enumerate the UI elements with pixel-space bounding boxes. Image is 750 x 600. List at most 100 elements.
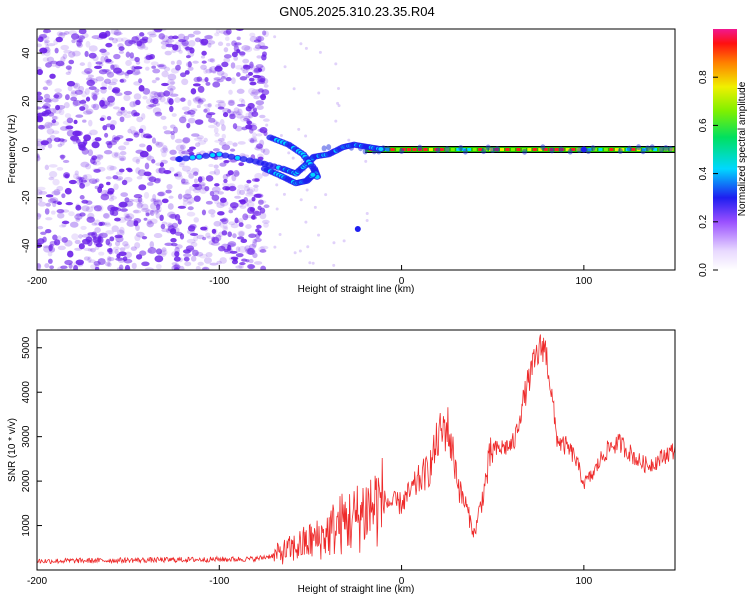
carrier-cell: [472, 148, 477, 151]
spectrogram-noise-cell: [81, 70, 91, 75]
spectrogram-noise-cell: [57, 105, 66, 110]
spectrogram-noise-cell: [174, 214, 181, 221]
carrier-halo-cell: [667, 145, 673, 152]
spectrogram-noise-cell: [347, 138, 351, 142]
spectrogram-noise-cell: [275, 207, 279, 211]
spectrogram-noise-cell: [187, 117, 196, 124]
spectrogram-noise-cell: [141, 113, 146, 120]
spectrogram-noise-cell: [65, 65, 72, 70]
spectrogram-noise-cell: [94, 88, 100, 93]
spectrogram-noise-cell: [135, 254, 143, 260]
spectrogram-noise-cell: [82, 119, 87, 123]
spectrogram-noise-cell: [113, 29, 122, 36]
spectrogram-noise-cell: [102, 222, 107, 226]
spectrogram-noise-cell: [91, 91, 100, 96]
spectrogram-noise-cell: [124, 197, 130, 203]
spectrogram-noise-cell: [153, 29, 163, 33]
spectrogram-noise-cell: [52, 130, 60, 135]
spectrogram-noise-cell: [83, 247, 92, 251]
spectrogram-noise-cell: [68, 51, 76, 58]
spectrogram-noise-cell: [182, 137, 191, 144]
spectrogram-noise-cell: [152, 68, 161, 74]
colorbar-tick-label: 0.8: [698, 70, 709, 84]
signal-track-core: [235, 155, 241, 160]
spectrogram-noise-cell: [110, 119, 117, 126]
spectrogram-noise-cell: [216, 79, 224, 83]
spectrogram-noise-cell: [133, 93, 142, 100]
spectrogram-noise-cell: [149, 202, 157, 210]
spectrogram-noise-cell: [191, 133, 200, 137]
spectrogram-noise-cell: [139, 143, 146, 148]
spectrogram-noise-cell: [161, 150, 167, 158]
spectrogram-noise-cell: [80, 225, 87, 231]
spectrogram-noise-cell: [186, 201, 193, 205]
spectrogram-noise-cell: [221, 133, 227, 140]
carrier-halo-cell: [558, 146, 564, 153]
carrier-halo-cell: [658, 146, 664, 153]
spectrogram-noise-cell: [248, 233, 257, 238]
spectrogram-noise-cell: [158, 33, 166, 40]
spectrogram-noise-cell: [186, 170, 192, 175]
spectrogram-noise-cell: [157, 251, 167, 258]
spectrogram-noise-cell: [214, 32, 220, 37]
spectrogram-noise-cell: [123, 114, 132, 119]
spectrogram-noise-cell: [39, 47, 48, 54]
spectrogram-noise-cell: [241, 45, 251, 51]
spectrogram-noise-cell: [233, 107, 240, 114]
colorbar: 0.0 0.2 0.4 0.6 0.8 Normalized spectral ampl…: [698, 29, 748, 277]
spectrogram-noise-cell: [174, 97, 181, 103]
spectrogram-noise-cell: [254, 44, 262, 50]
spectrogram-noise-cell: [91, 231, 98, 239]
spectrogram-noise-cell: [248, 63, 255, 71]
spectrogram-noise-cell: [92, 160, 101, 166]
spectrogram-noise-cell: [242, 64, 249, 68]
spectrogram-noise-cell: [53, 39, 59, 45]
spectrogram-noise-cell: [91, 179, 98, 184]
spectrogram-noise-cell: [182, 137, 189, 145]
spectrogram-noise-cell: [174, 138, 183, 144]
spectrogram-noise-cell: [252, 107, 258, 113]
spectrogram-noise-cell: [253, 67, 261, 73]
spectrogram-noise-cell: [37, 201, 47, 207]
spectrogram-noise-cell: [236, 188, 241, 196]
spectrogram-noise-cell: [217, 106, 225, 110]
spectrogram-noise-cell: [263, 84, 269, 88]
spectrogram-noise-cell: [214, 139, 223, 143]
spectrogram-noise-cell: [37, 154, 41, 161]
spectrogram-noise-cell: [84, 50, 89, 57]
spectrogram-noise-cell: [48, 164, 58, 168]
spectrogram-noise-cell: [87, 149, 94, 157]
carrier-cell: [565, 148, 570, 151]
spectrogram-noise-cell: [64, 187, 72, 195]
carrier-cell: [571, 148, 576, 151]
spectrogram-noise-cell: [141, 236, 148, 240]
spectrogram-noise-cell: [153, 233, 163, 239]
spectrogram-noise-cell: [246, 120, 253, 125]
spectrogram-noise-cell: [94, 65, 102, 70]
carrier-halo-cell: [636, 144, 642, 151]
spectrogram-noise-cell: [232, 258, 238, 262]
spectrogram-noise-cell: [170, 124, 176, 129]
spectrogram-noise-cell: [87, 74, 94, 78]
spectrogram-noise-cell: [37, 112, 47, 117]
spectrogram-noise-cell: [147, 31, 156, 36]
spectrogram-noise-cell: [71, 33, 80, 40]
spectrogram-noise-cell: [222, 182, 229, 187]
spectrogram-noise-cell: [118, 168, 125, 173]
spectrogram-noise-cell: [165, 38, 175, 43]
spectrogram-noise-cell: [210, 213, 215, 218]
spectrogram-noise-cell: [67, 85, 73, 92]
spectrogram-noise-cell: [180, 144, 186, 150]
spectrogram-noise-cell: [37, 95, 44, 101]
spectrogram-noise-cell: [143, 217, 148, 221]
spectrogram-noise-cell: [233, 43, 239, 48]
spectrogram-noise-cell: [118, 50, 125, 54]
spectrogram-noise-cell: [192, 183, 200, 188]
spectrogram-noise-cell: [242, 69, 249, 74]
carrier-cell: [609, 148, 614, 151]
spectrogram-noise-cell: [89, 78, 98, 84]
spectrogram-noise-cell: [107, 85, 113, 91]
spectrogram-noise-cell: [92, 103, 100, 111]
spectrogram-noise-cell: [248, 137, 258, 143]
spectrogram-noise-cell: [255, 228, 260, 233]
